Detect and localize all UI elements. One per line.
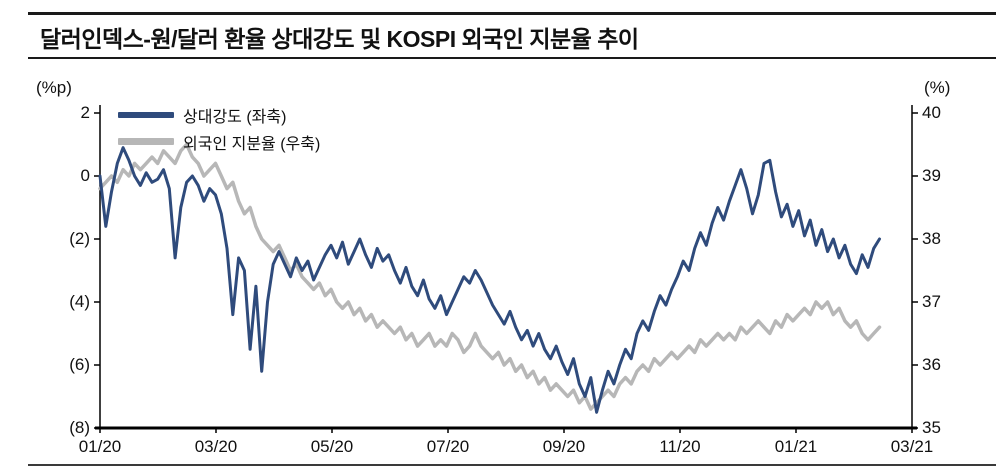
legend-item-relative-strength: 상대강도 (좌축) bbox=[118, 101, 320, 128]
legend-label-foreign-ownership: 외국인 지분율 (우축) bbox=[183, 135, 321, 153]
left-axis-tick-label: 2 bbox=[80, 103, 90, 122]
x-axis-tick-label: 05/20 bbox=[310, 437, 354, 456]
legend-item-foreign-ownership: 외국인 지분율 (우축) bbox=[118, 128, 320, 155]
right-axis-tick-label: 37 bbox=[922, 292, 941, 311]
right-axis-tick-label: 40 bbox=[922, 103, 941, 122]
right-axis-tick-label: 38 bbox=[922, 229, 941, 248]
right-axis-unit-label: (%) bbox=[924, 78, 951, 97]
right-axis-tick-label: 39 bbox=[922, 166, 941, 185]
x-axis-tick-label: 07/20 bbox=[426, 437, 470, 456]
chart-title: 달러인덱스-원/달러 환율 상대강도 및 KOSPI 외국인 지분율 추이 bbox=[40, 26, 639, 52]
x-axis-tick-label: 01/20 bbox=[78, 437, 122, 456]
relative-strength-line bbox=[98, 146, 881, 414]
right-axis-tick-label: 36 bbox=[922, 355, 941, 374]
x-axis-tick-label: 03/21 bbox=[890, 437, 934, 456]
left-axis-tick-label: (6) bbox=[69, 355, 90, 374]
title-underline bbox=[28, 57, 996, 59]
x-axis-tick-label: 09/20 bbox=[542, 437, 586, 456]
top-rule bbox=[28, 12, 996, 15]
legend-label-relative-strength: 상대강도 (좌축) bbox=[183, 108, 287, 126]
x-axis-tick-label: 03/20 bbox=[194, 437, 238, 456]
left-axis-tick-label: 0 bbox=[80, 166, 90, 185]
left-axis-tick-label: (4) bbox=[69, 292, 90, 311]
left-axis-tick-label: (8) bbox=[69, 418, 90, 437]
right-axis-tick-label: 35 bbox=[922, 418, 941, 437]
foreign-ownership-line bbox=[98, 142, 882, 411]
relative-strength-swatch bbox=[118, 111, 174, 118]
legend: 상대강도 (좌축) 외국인 지분율 (우축) bbox=[118, 101, 320, 155]
x-axis-tick-label: 01/21 bbox=[774, 437, 818, 456]
bottom-rule bbox=[28, 464, 996, 466]
left-axis-unit-label: (%p) bbox=[36, 78, 72, 97]
x-axis-tick-label: 11/20 bbox=[659, 437, 701, 456]
foreign-ownership-swatch bbox=[118, 138, 174, 145]
left-axis-tick-label: (2) bbox=[69, 229, 90, 248]
